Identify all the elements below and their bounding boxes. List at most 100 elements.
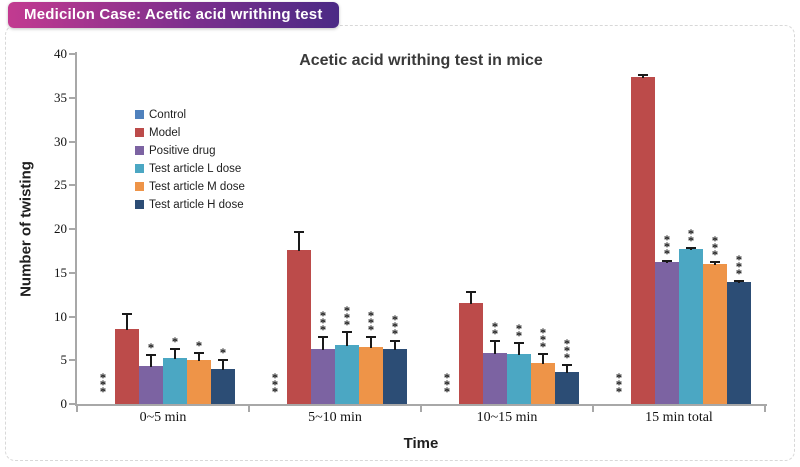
legend-item: Model	[135, 126, 245, 139]
legend-item: Test article H dose	[135, 198, 245, 211]
asterisk: *	[663, 238, 671, 254]
error-bar-cap	[366, 335, 376, 338]
asterisk: *	[539, 339, 547, 355]
bar-series-5	[187, 360, 211, 404]
error-bar-cap	[146, 354, 156, 357]
y-axis-tick	[69, 403, 75, 405]
significance-stars: *	[163, 334, 187, 349]
significance-stars: * * *	[311, 307, 335, 337]
asterisk: *	[271, 377, 279, 392]
y-axis-tick	[69, 228, 75, 230]
asterisk: *	[171, 334, 179, 349]
error-bar-cap	[514, 341, 524, 344]
asterisk: *	[443, 384, 451, 399]
error-bar-cap	[686, 246, 696, 249]
y-axis-tick	[69, 271, 75, 274]
legend-color-swatch	[135, 146, 144, 155]
x-category-label: 5~10 min	[308, 410, 362, 425]
asterisk: *	[563, 335, 571, 351]
error-bar-cap	[562, 363, 572, 366]
asterisk: *	[271, 370, 279, 385]
legend-label: Model	[149, 126, 181, 139]
error-bar-cap	[342, 330, 352, 333]
bar-series-2	[115, 328, 139, 404]
legend-label: Positive drug	[149, 144, 216, 157]
error-bar	[222, 359, 224, 370]
legend-label: Test article H dose	[149, 198, 244, 211]
error-bar	[346, 330, 348, 346]
error-bar-cap	[390, 340, 400, 343]
legend-label: Test article L dose	[149, 162, 242, 175]
y-axis-tick	[69, 315, 75, 318]
x-category-label: 10~15 min	[476, 410, 538, 425]
asterisk: *	[615, 377, 623, 392]
asterisk: *	[391, 319, 399, 335]
asterisk: *	[391, 312, 399, 328]
error-bar-cap	[294, 230, 304, 233]
asterisk: *	[687, 232, 695, 248]
error-bar-cap	[218, 359, 228, 362]
error-bar-cap	[318, 335, 328, 338]
significance-stars: * * *	[359, 309, 383, 336]
error-bar-cap	[194, 352, 204, 355]
significance-stars: * *	[483, 319, 507, 342]
asterisk: *	[491, 319, 499, 335]
bar-series-2	[287, 250, 311, 404]
significance-stars: * * *	[555, 335, 579, 365]
y-axis-tick-label: 20	[54, 221, 67, 236]
asterisk: *	[319, 314, 327, 330]
significance-stars: * * *	[383, 312, 407, 340]
asterisk: *	[147, 340, 155, 356]
asterisk: *	[319, 321, 327, 337]
bar-series-5	[703, 264, 727, 404]
bar-series-4	[679, 249, 703, 404]
bar-series-4	[507, 354, 531, 404]
asterisk: *	[615, 384, 623, 399]
asterisk: *	[735, 258, 743, 274]
significance-stars: * * *	[531, 326, 555, 355]
error-bar	[198, 352, 200, 362]
y-axis-tick-label: 0	[60, 396, 68, 411]
legend-color-swatch	[135, 200, 144, 209]
x-axis-tick	[248, 406, 250, 412]
error-bar-cap	[734, 279, 744, 282]
bar-series-6	[727, 282, 751, 404]
asterisk: *	[491, 326, 499, 342]
significance-stars: *	[187, 338, 211, 354]
legend-label: Test article M dose	[149, 180, 245, 193]
x-axis-tick	[420, 406, 422, 412]
y-axis-tick	[69, 96, 75, 99]
bar-series-2	[631, 76, 655, 404]
error-bar	[150, 354, 152, 368]
error-bar	[518, 341, 520, 356]
error-bar-cap	[466, 291, 476, 294]
significance-stars: * * *	[607, 371, 631, 399]
significance-stars: * *	[507, 322, 531, 342]
significance-stars: * * *	[727, 251, 751, 280]
asterisk: *	[663, 231, 671, 247]
bar-series-4	[163, 357, 187, 404]
asterisk: *	[343, 309, 351, 325]
significance-stars: * *	[679, 225, 703, 248]
legend-color-swatch	[135, 182, 144, 191]
significance-stars: * * *	[335, 304, 359, 331]
asterisk: *	[319, 307, 327, 323]
asterisk: *	[195, 338, 203, 354]
error-bar	[566, 363, 568, 373]
significance-stars: * * *	[91, 370, 115, 398]
y-axis-line	[75, 52, 77, 406]
error-bar-cap	[638, 74, 648, 77]
legend-color-swatch	[135, 128, 144, 137]
error-bar	[542, 353, 544, 364]
significance-stars: * * *	[435, 371, 459, 399]
error-bar	[370, 335, 372, 349]
asterisk: *	[443, 377, 451, 392]
asterisk: *	[563, 349, 571, 365]
asterisk: *	[735, 251, 743, 267]
legend-label: Control	[149, 108, 187, 121]
asterisk: *	[99, 370, 107, 385]
asterisk: *	[687, 225, 695, 241]
asterisk: *	[711, 240, 719, 256]
bar-series-6	[555, 371, 579, 404]
